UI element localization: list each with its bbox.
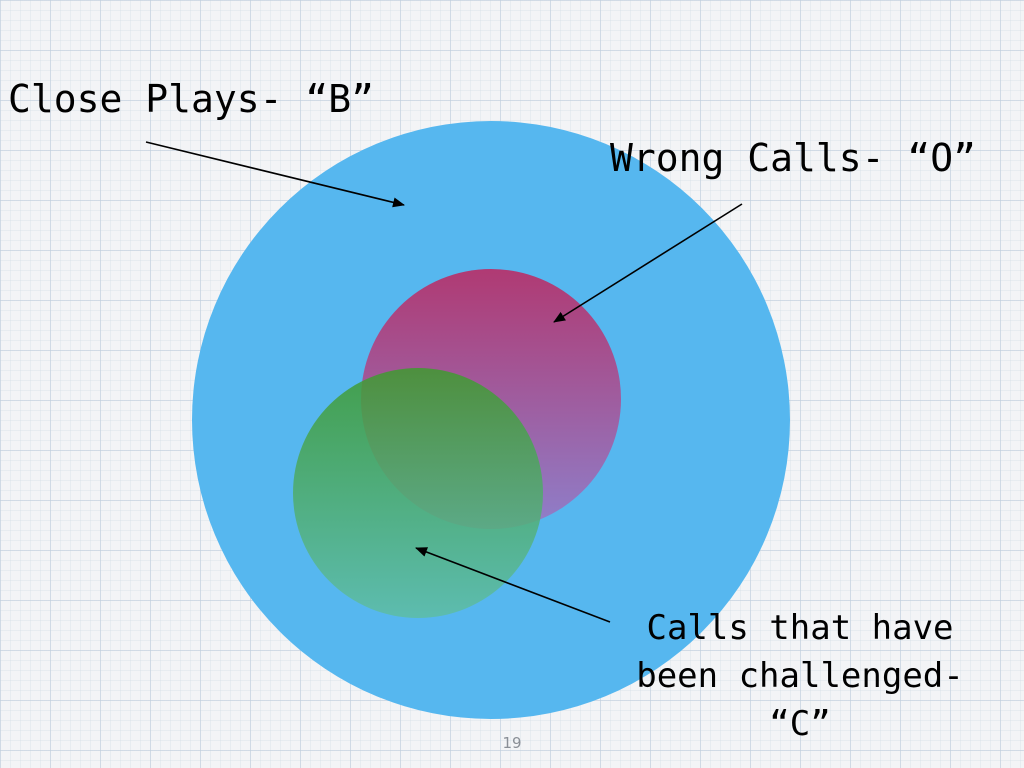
page-number: 19 <box>502 734 522 752</box>
close-plays-arrow <box>145 141 405 208</box>
challenged-calls-arrow <box>415 547 611 623</box>
challenged-calls-label-line: Calls that have <box>646 608 954 648</box>
close-plays-label: Close Plays- “B” <box>8 77 375 121</box>
wrong-calls-label: Wrong Calls- “O” <box>610 136 977 180</box>
challenged-calls-label-line: “C” <box>769 704 831 744</box>
wrong-calls-arrow <box>553 203 743 323</box>
challenged-calls-label: Calls that have been challenged- “C” <box>606 604 994 748</box>
challenged-calls-circle <box>293 368 543 618</box>
challenged-calls-label-line: been challenged- <box>636 656 964 696</box>
